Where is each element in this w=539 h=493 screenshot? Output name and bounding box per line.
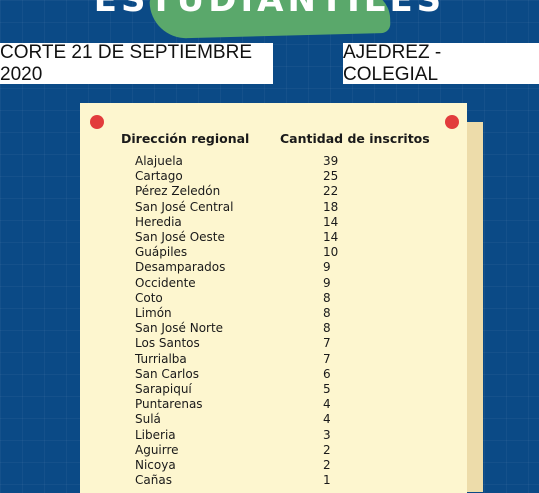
row-count: 5 [323,382,331,396]
row-name: Sulá [135,412,161,427]
row-name: Sarapiquí [135,382,192,396]
row-count: 14 [323,214,339,229]
row-name: Cañas [135,473,172,488]
category-box: AJEDREZ - COLEGIAL [343,42,539,85]
row-count: 3 [323,427,331,442]
row-count: 4 [323,397,331,412]
row-count: 7 [323,336,331,351]
row-name: Pérez Zeledón [135,184,221,199]
row-name: Aguirre [135,442,179,457]
row-name: San José Norte [135,321,224,336]
row-count: 39 [323,154,339,168]
row-count: 8 [323,321,331,336]
title: ESTUDIANTILES [93,0,446,20]
row-count: 14 [323,230,339,244]
row-count: 2 [323,458,331,472]
row-count: 9 [323,275,331,290]
row-count: 1 [323,473,331,488]
date-box: CORTE 21 DE SEPTIEMBRE 2020 [0,42,273,85]
row-count: 25 [323,169,339,184]
row-count: 4 [323,412,331,427]
row-count: 8 [323,306,331,320]
row-name: Guápiles [135,245,188,260]
row-name: Coto [135,290,163,305]
row-name: Puntarenas [135,397,203,412]
column-header: Dirección regional [121,131,250,146]
row-name: Heredia [135,214,182,229]
row-count: 9 [323,260,331,275]
row-count: 7 [323,351,331,366]
row-count: 10 [323,245,339,260]
pin [445,115,459,129]
row-name: San José Oeste [135,230,225,244]
row-count: 22 [323,184,339,199]
row-count: 18 [323,199,339,214]
row-name: Desamparados [135,260,226,275]
row-name: Turrialba [135,351,187,366]
paper [80,103,467,493]
row-count: 8 [323,290,331,305]
row-name: Limón [135,306,172,320]
row-name: Cartago [135,169,183,184]
row-name: San José Central [135,199,234,214]
column-header: Cantidad de inscritos [280,131,430,146]
row-count: 6 [323,366,331,381]
row-name: Nicoya [135,458,176,472]
row-name: Liberia [135,427,176,442]
pin [90,115,104,129]
row-count: 2 [323,442,331,457]
row-name: Alajuela [135,154,183,168]
row-name: Occidente [135,275,196,290]
row-name: San Carlos [135,366,199,381]
row-name: Los Santos [135,336,200,351]
